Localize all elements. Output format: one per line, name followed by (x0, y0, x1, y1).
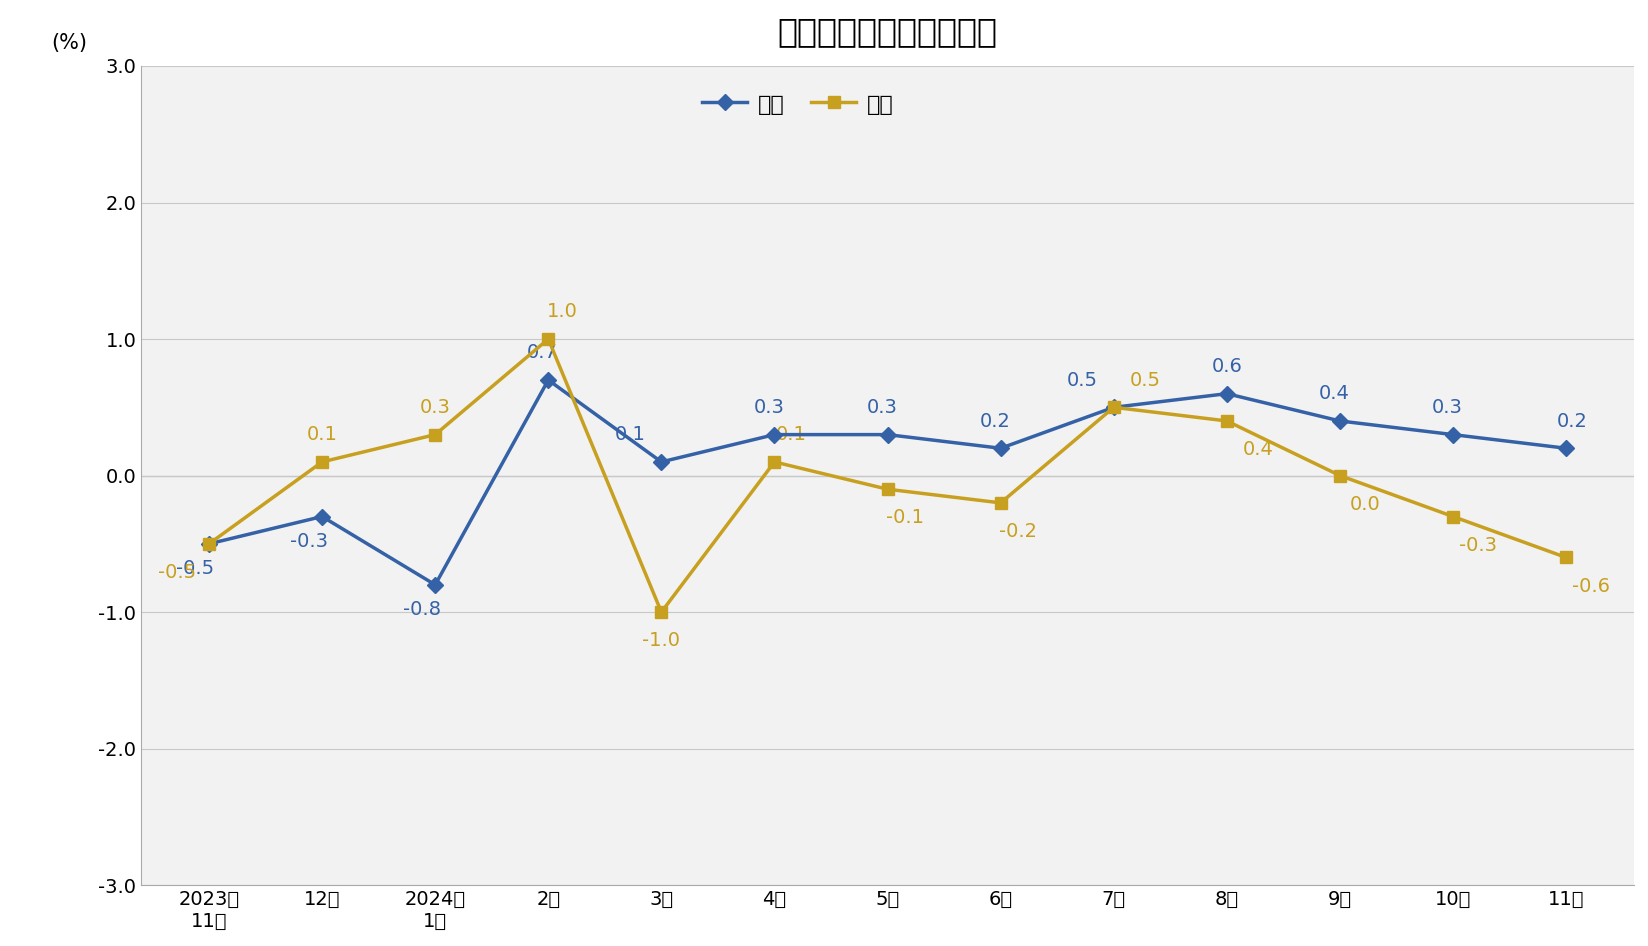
Text: -0.1: -0.1 (885, 508, 923, 528)
同比 (1442, 429, 1462, 440)
Text: 0.3: 0.3 (865, 398, 897, 417)
Legend: 同比, 环比: 同比, 环比 (702, 94, 893, 115)
环比 (1556, 552, 1575, 563)
Text: -0.2: -0.2 (999, 522, 1037, 541)
环比 (877, 483, 897, 495)
Text: 0.2: 0.2 (1556, 412, 1587, 430)
Text: -0.3: -0.3 (290, 532, 328, 551)
Line: 环比: 环比 (203, 334, 1571, 618)
环比 (990, 498, 1010, 509)
Text: 0.4: 0.4 (1318, 384, 1350, 403)
同比 (1216, 388, 1236, 399)
Text: -1.0: -1.0 (643, 631, 681, 650)
Text: 0.4: 0.4 (1243, 440, 1274, 459)
Text: 0.7: 0.7 (527, 343, 557, 362)
环比 (1330, 470, 1350, 482)
同比 (311, 511, 331, 522)
Text: 0.5: 0.5 (1066, 371, 1098, 390)
Text: 0.2: 0.2 (979, 412, 1010, 430)
Text: 0.1: 0.1 (307, 425, 338, 445)
同比 (765, 429, 784, 440)
环比 (199, 538, 219, 550)
Text: 0.1: 0.1 (615, 425, 644, 445)
同比 (199, 538, 219, 550)
Text: 0.0: 0.0 (1348, 495, 1379, 514)
Text: 0.5: 0.5 (1129, 371, 1160, 390)
环比 (311, 456, 331, 467)
Text: -0.8: -0.8 (402, 600, 440, 619)
同比 (877, 429, 897, 440)
同比 (425, 579, 445, 590)
环比 (1103, 402, 1122, 413)
环比 (765, 456, 784, 467)
Text: 0.1: 0.1 (776, 425, 806, 445)
同比 (1556, 443, 1575, 454)
Text: (%): (%) (51, 33, 87, 53)
Text: -0.5: -0.5 (176, 559, 214, 578)
环比 (1442, 511, 1462, 522)
Title: 全国居民消费价格涨跌幅: 全国居民消费价格涨跌幅 (778, 15, 997, 48)
同比 (990, 443, 1010, 454)
同比 (651, 456, 671, 467)
环比 (651, 606, 671, 618)
Text: 0.3: 0.3 (753, 398, 784, 417)
环比 (537, 333, 557, 344)
环比 (425, 429, 445, 440)
Text: -0.3: -0.3 (1458, 535, 1496, 554)
Text: 0.3: 0.3 (420, 398, 450, 417)
同比 (1330, 415, 1350, 427)
Text: 0.6: 0.6 (1211, 357, 1241, 376)
同比 (1103, 402, 1122, 413)
Text: 1.0: 1.0 (545, 303, 577, 322)
Line: 同比: 同比 (203, 375, 1571, 590)
Text: 0.3: 0.3 (1430, 398, 1462, 417)
Text: -0.6: -0.6 (1571, 577, 1608, 596)
Text: -0.5: -0.5 (158, 563, 196, 582)
同比 (537, 375, 557, 386)
环比 (1216, 415, 1236, 427)
